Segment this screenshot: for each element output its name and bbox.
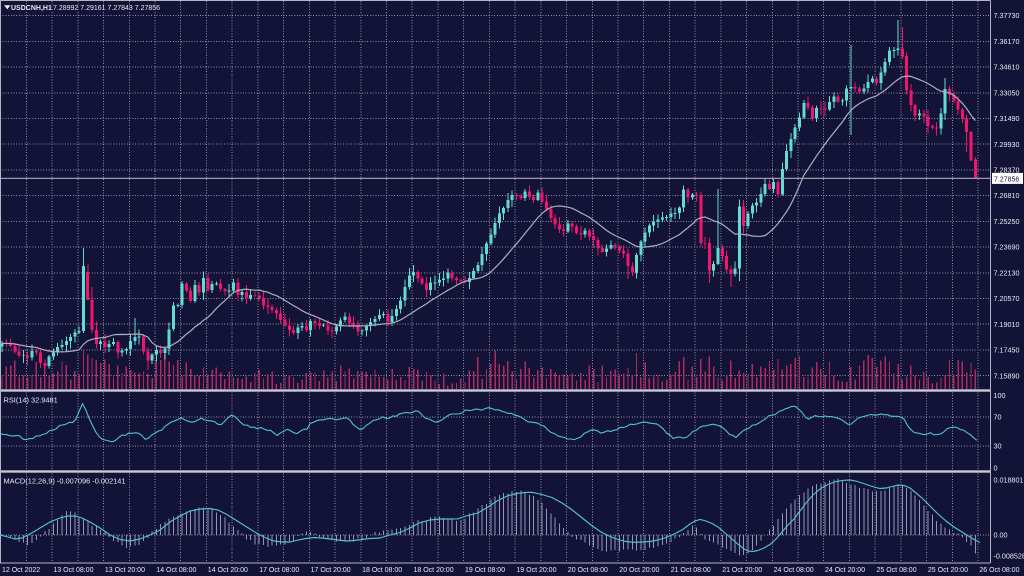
svg-text:0.018801: 0.018801 [994, 476, 1024, 485]
svg-text:20 Oct 20:00: 20 Oct 20:00 [619, 567, 659, 574]
svg-text:7.22130: 7.22130 [994, 268, 1020, 277]
svg-text:7.28992 7.29161 7.27843 7.2785: 7.28992 7.29161 7.27843 7.27856 [53, 5, 160, 12]
svg-text:19 Oct 20:00: 19 Oct 20:00 [516, 567, 556, 574]
svg-text:18 Oct 08:00: 18 Oct 08:00 [362, 567, 402, 574]
svg-text:0.00: 0.00 [994, 531, 1008, 540]
svg-text:7.31490: 7.31490 [994, 114, 1020, 123]
svg-text:7.20570: 7.20570 [994, 294, 1020, 303]
svg-text:13 Oct 20:00: 13 Oct 20:00 [105, 567, 145, 574]
svg-text:-0.008528: -0.008528 [994, 552, 1024, 561]
svg-text:24 Oct 20:00: 24 Oct 20:00 [825, 567, 865, 574]
svg-text:USDCNH,H1: USDCNH,H1 [11, 5, 52, 12]
svg-text:25 Oct 20:00: 25 Oct 20:00 [928, 567, 968, 574]
svg-text:7.23690: 7.23690 [994, 243, 1020, 252]
svg-text:12 Oct 2022: 12 Oct 2022 [2, 567, 40, 574]
svg-text:7.29930: 7.29930 [994, 140, 1020, 149]
svg-text:7.17450: 7.17450 [994, 346, 1020, 355]
svg-text:7.27856: 7.27856 [994, 176, 1019, 183]
svg-text:MACD(12,26,9) -0.007096 -0.002: MACD(12,26,9) -0.007096 -0.002141 [4, 476, 126, 485]
svg-text:14 Oct 08:00: 14 Oct 08:00 [156, 567, 196, 574]
svg-text:30: 30 [994, 442, 1002, 451]
svg-text:RSI(14) 32.9481: RSI(14) 32.9481 [4, 395, 58, 404]
svg-text:100: 100 [994, 391, 1006, 400]
svg-text:7.36170: 7.36170 [994, 37, 1020, 46]
svg-text:14 Oct 20:00: 14 Oct 20:00 [208, 567, 248, 574]
svg-text:17 Oct 20:00: 17 Oct 20:00 [311, 567, 351, 574]
svg-text:0: 0 [994, 464, 998, 473]
svg-text:18 Oct 20:00: 18 Oct 20:00 [414, 567, 454, 574]
svg-text:24 Oct 08:00: 24 Oct 08:00 [774, 567, 814, 574]
svg-text:19 Oct 08:00: 19 Oct 08:00 [465, 567, 505, 574]
svg-text:21 Oct 20:00: 21 Oct 20:00 [722, 567, 762, 574]
svg-text:7.37730: 7.37730 [994, 11, 1020, 20]
svg-text:7.15890: 7.15890 [994, 371, 1020, 380]
svg-text:13 Oct 08:00: 13 Oct 08:00 [53, 567, 93, 574]
svg-text:21 Oct 08:00: 21 Oct 08:00 [671, 567, 711, 574]
svg-text:7.28370: 7.28370 [994, 166, 1020, 175]
svg-text:7.19010: 7.19010 [994, 320, 1020, 329]
svg-text:7.26810: 7.26810 [994, 191, 1020, 200]
svg-text:70: 70 [994, 413, 1002, 422]
svg-text:17 Oct 08:00: 17 Oct 08:00 [259, 567, 299, 574]
svg-text:26 Oct 08:00: 26 Oct 08:00 [979, 567, 1019, 574]
svg-text:7.25250: 7.25250 [994, 217, 1020, 226]
svg-text:7.34610: 7.34610 [994, 63, 1020, 72]
svg-text:25 Oct 08:00: 25 Oct 08:00 [877, 567, 917, 574]
svg-text:20 Oct 08:00: 20 Oct 08:00 [568, 567, 608, 574]
svg-text:7.33050: 7.33050 [994, 88, 1020, 97]
